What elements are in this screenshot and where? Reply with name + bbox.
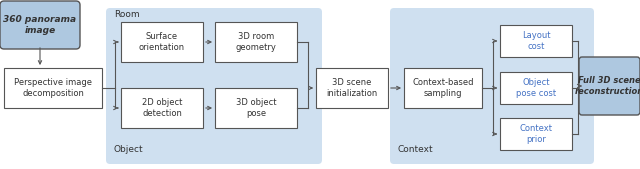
Bar — [500, 118, 572, 150]
Text: Object
pose cost: Object pose cost — [516, 78, 556, 98]
Text: Context-based
sampling: Context-based sampling — [412, 78, 474, 98]
Bar — [215, 22, 297, 62]
Bar — [121, 88, 203, 128]
FancyBboxPatch shape — [390, 8, 594, 164]
Text: 2D object
detection: 2D object detection — [142, 98, 182, 118]
Bar — [500, 25, 572, 57]
Text: Room: Room — [114, 10, 140, 19]
Text: 360 panorama
image: 360 panorama image — [3, 15, 77, 35]
FancyBboxPatch shape — [106, 8, 322, 164]
FancyBboxPatch shape — [0, 1, 80, 49]
Bar — [215, 88, 297, 128]
Text: 3D object
pose: 3D object pose — [236, 98, 276, 118]
Bar — [121, 22, 203, 62]
Text: 3D room
geometry: 3D room geometry — [236, 32, 276, 52]
Text: Surface
orientation: Surface orientation — [139, 32, 185, 52]
Text: Perspective image
decomposition: Perspective image decomposition — [14, 78, 92, 98]
Text: Context: Context — [398, 145, 434, 154]
Text: Object: Object — [114, 145, 143, 154]
Text: Context
prior: Context prior — [520, 124, 552, 144]
Bar — [4, 68, 102, 108]
Text: 3D scene
initialization: 3D scene initialization — [326, 78, 378, 98]
Text: Full 3D scene
reconstruction: Full 3D scene reconstruction — [575, 76, 640, 96]
Text: Layout
cost: Layout cost — [522, 31, 550, 51]
FancyBboxPatch shape — [579, 57, 640, 115]
Bar — [316, 68, 388, 108]
Bar — [500, 72, 572, 104]
Bar — [404, 68, 482, 108]
